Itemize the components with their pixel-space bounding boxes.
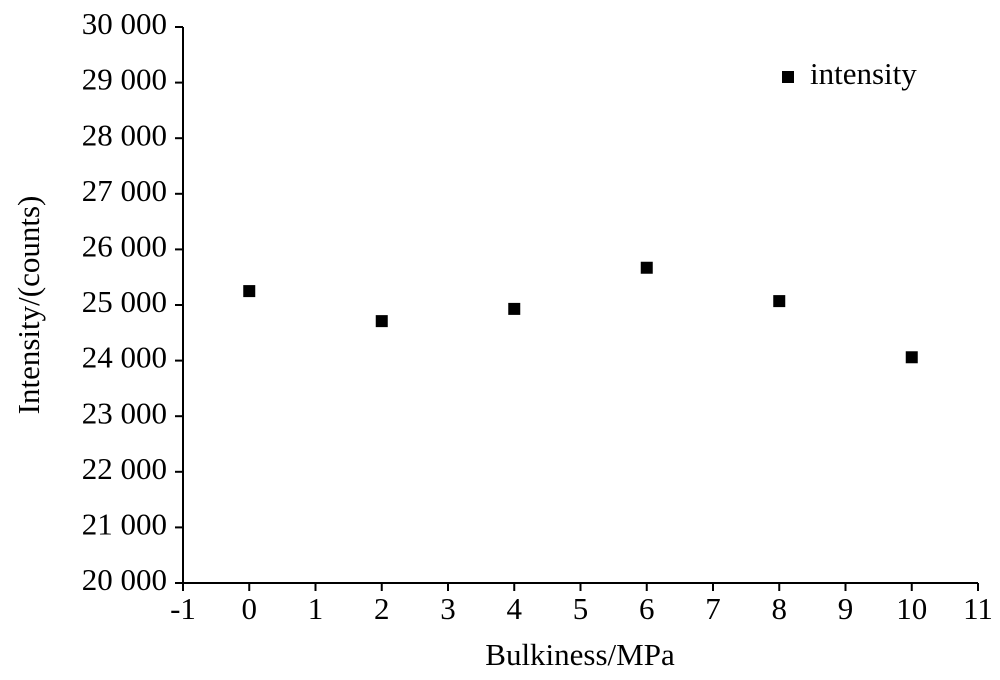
legend-marker [782, 71, 794, 83]
x-tick-label: 1 [308, 591, 324, 626]
marker [243, 285, 256, 298]
x-tick-label: -1 [170, 591, 196, 626]
y-tick-label: 25 000 [82, 284, 167, 319]
y-tick-label: 21 000 [82, 507, 167, 542]
x-tick-label: 7 [705, 591, 721, 626]
x-tick-label: 0 [242, 591, 258, 626]
x-tick-label: 10 [896, 591, 927, 626]
y-axis-title: Intensity/(counts) [11, 196, 46, 415]
x-tick-label: 6 [639, 591, 655, 626]
y-tick-label: 24 000 [82, 340, 167, 375]
x-tick-label: 9 [838, 591, 854, 626]
marker [640, 261, 653, 274]
y-tick-label: 20 000 [82, 562, 167, 597]
x-tick-label: 2 [374, 591, 390, 626]
x-tick-label: 5 [573, 591, 589, 626]
marker [905, 351, 918, 364]
x-axis-title: Bulkiness/MPa [485, 637, 675, 672]
x-tick-label: 8 [772, 591, 788, 626]
y-tick-label: 28 000 [82, 117, 167, 152]
x-tick-label: 4 [507, 591, 523, 626]
y-tick-label: 22 000 [82, 451, 167, 486]
y-tick-label: 23 000 [82, 395, 167, 430]
marker [508, 302, 521, 315]
y-tick-label: 26 000 [82, 229, 167, 264]
y-tick-label: 27 000 [82, 173, 167, 208]
x-tick-label: 3 [440, 591, 456, 626]
marker [375, 315, 388, 328]
y-tick-label: 30 000 [82, 6, 167, 41]
legend-label: intensity [810, 56, 917, 91]
y-tick-label: 29 000 [82, 62, 167, 97]
marker [773, 295, 786, 308]
x-tick-label: 11 [963, 591, 993, 626]
